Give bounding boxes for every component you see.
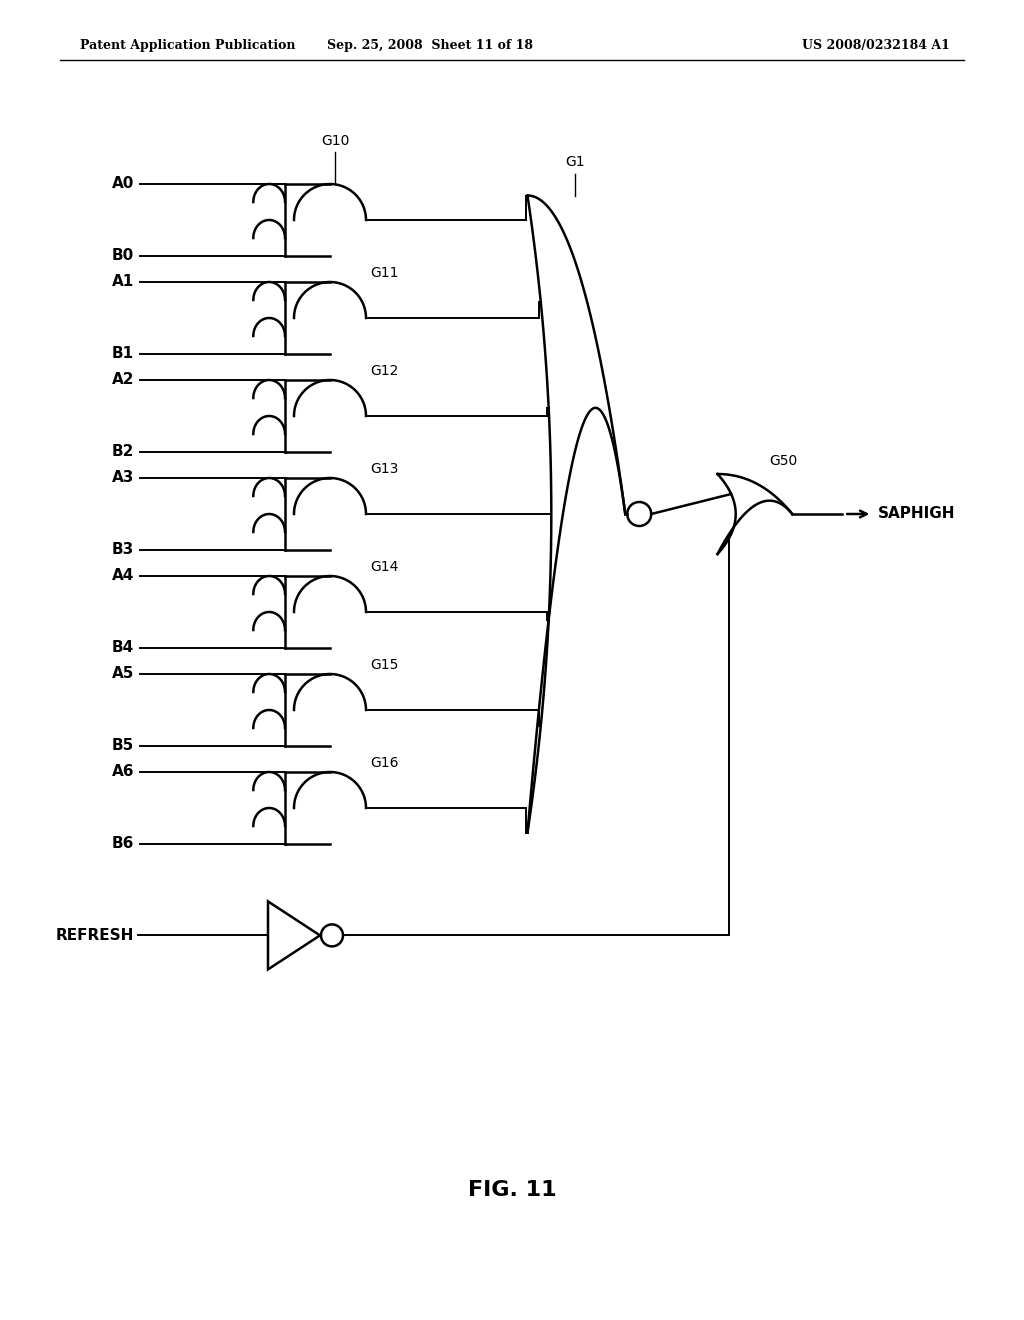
Text: SAPHIGH: SAPHIGH (879, 507, 955, 521)
Text: G13: G13 (370, 462, 398, 477)
Text: B4: B4 (112, 640, 134, 656)
Text: US 2008/0232184 A1: US 2008/0232184 A1 (802, 38, 950, 51)
Text: A5: A5 (112, 667, 134, 681)
Text: B3: B3 (112, 543, 134, 557)
Text: G16: G16 (370, 756, 398, 770)
Text: G50: G50 (769, 454, 798, 469)
Text: G1: G1 (565, 156, 585, 169)
Text: A0: A0 (112, 177, 134, 191)
Text: G14: G14 (370, 560, 398, 574)
Text: A2: A2 (112, 372, 134, 388)
Text: B1: B1 (112, 346, 134, 362)
Text: B2: B2 (112, 445, 134, 459)
Text: G12: G12 (370, 364, 398, 378)
Text: Sep. 25, 2008  Sheet 11 of 18: Sep. 25, 2008 Sheet 11 of 18 (327, 38, 534, 51)
Text: G15: G15 (370, 657, 398, 672)
Text: A6: A6 (112, 764, 134, 780)
Text: A3: A3 (112, 470, 134, 486)
Text: A4: A4 (112, 569, 134, 583)
Text: Patent Application Publication: Patent Application Publication (80, 38, 296, 51)
Text: B0: B0 (112, 248, 134, 264)
Text: B5: B5 (112, 738, 134, 754)
Text: B6: B6 (112, 837, 134, 851)
Text: REFRESH: REFRESH (55, 928, 134, 942)
Text: G10: G10 (321, 135, 349, 148)
Text: G11: G11 (370, 267, 398, 280)
Text: FIG. 11: FIG. 11 (468, 1180, 556, 1200)
Text: A1: A1 (112, 275, 134, 289)
